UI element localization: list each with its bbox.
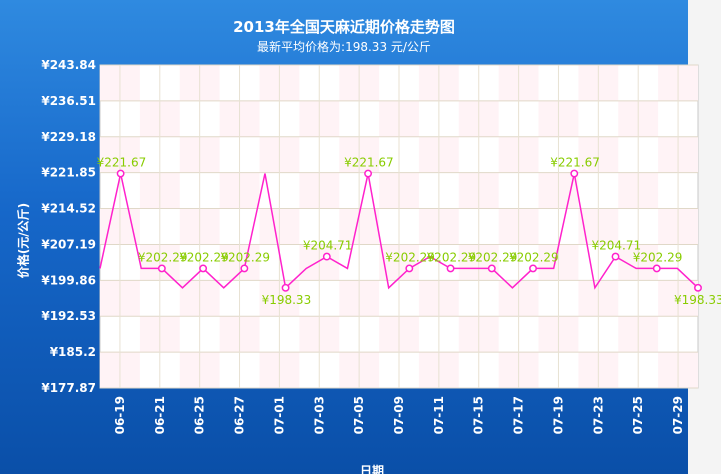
data-point bbox=[405, 264, 414, 273]
x-tick-label: 06-21 bbox=[153, 396, 167, 434]
data-point bbox=[446, 264, 455, 273]
data-label: ¥204.71 bbox=[303, 239, 353, 253]
data-point bbox=[199, 264, 208, 273]
data-label: ¥202.29 bbox=[179, 250, 229, 264]
chart-title: 2013年全国天麻近期价格走势图 bbox=[233, 18, 455, 36]
data-label: ¥202.29 bbox=[138, 250, 188, 264]
data-label: ¥202.29 bbox=[509, 250, 559, 264]
data-point bbox=[157, 264, 166, 273]
x-tick-label: 06-19 bbox=[113, 396, 127, 434]
data-label: ¥202.29 bbox=[220, 250, 270, 264]
x-tick-label: 07-03 bbox=[312, 396, 326, 434]
y-tick-label: ¥177.87 bbox=[41, 381, 96, 395]
data-label: ¥204.71 bbox=[592, 239, 642, 253]
data-point bbox=[322, 252, 331, 261]
data-label: ¥202.29 bbox=[468, 250, 518, 264]
data-label: ¥221.67 bbox=[550, 156, 600, 170]
data-label: ¥202.29 bbox=[633, 250, 683, 264]
data-label: ¥202.29 bbox=[427, 250, 477, 264]
x-tick-label: 07-23 bbox=[591, 396, 605, 434]
chart-subtitle: 最新平均价格为:198.33 元/公斤 bbox=[257, 40, 431, 54]
price-line bbox=[99, 173, 699, 290]
y-tick-label: ¥199.86 bbox=[41, 273, 96, 287]
x-axis-label: 日期 bbox=[360, 464, 385, 474]
x-tick-label: 07-17 bbox=[512, 396, 526, 434]
data-point bbox=[487, 264, 496, 273]
data-point bbox=[116, 169, 125, 178]
y-tick-label: ¥229.18 bbox=[41, 130, 96, 144]
data-point bbox=[240, 264, 249, 273]
data-label: ¥221.67 bbox=[344, 156, 394, 170]
x-tick-label: 07-11 bbox=[432, 396, 446, 434]
data-point bbox=[529, 264, 537, 273]
x-tick-label: 07-15 bbox=[472, 396, 486, 434]
x-tick-label: 06-27 bbox=[233, 396, 247, 434]
data-point bbox=[694, 283, 702, 292]
x-tick-label: 07-19 bbox=[551, 396, 565, 434]
data-point bbox=[611, 252, 620, 261]
y-tick-label: ¥243.84 bbox=[41, 58, 96, 72]
data-point bbox=[652, 264, 661, 273]
data-label: ¥198.33 bbox=[674, 293, 721, 307]
x-tick-label: 07-09 bbox=[392, 396, 406, 434]
x-tick-label: 07-25 bbox=[631, 396, 645, 434]
x-tick-label: 06-25 bbox=[193, 396, 207, 434]
x-tick-label: 07-29 bbox=[671, 396, 685, 434]
y-tick-label: ¥207.19 bbox=[41, 237, 96, 251]
data-point bbox=[364, 169, 373, 178]
y-tick-label: ¥221.85 bbox=[41, 166, 96, 180]
x-tick-label: 07-05 bbox=[352, 396, 366, 434]
y-tick-label: ¥192.53 bbox=[41, 309, 96, 323]
y-tick-label: ¥214.52 bbox=[41, 202, 96, 216]
data-point bbox=[281, 283, 290, 292]
data-label: ¥221.67 bbox=[97, 156, 147, 170]
data-label: ¥198.33 bbox=[262, 293, 312, 307]
data-point bbox=[570, 169, 579, 178]
y-tick-label: ¥185.2 bbox=[50, 345, 96, 359]
x-tick-label: 07-01 bbox=[272, 396, 286, 434]
data-label: ¥202.29 bbox=[385, 250, 435, 264]
y-tick-label: ¥236.51 bbox=[41, 94, 96, 108]
